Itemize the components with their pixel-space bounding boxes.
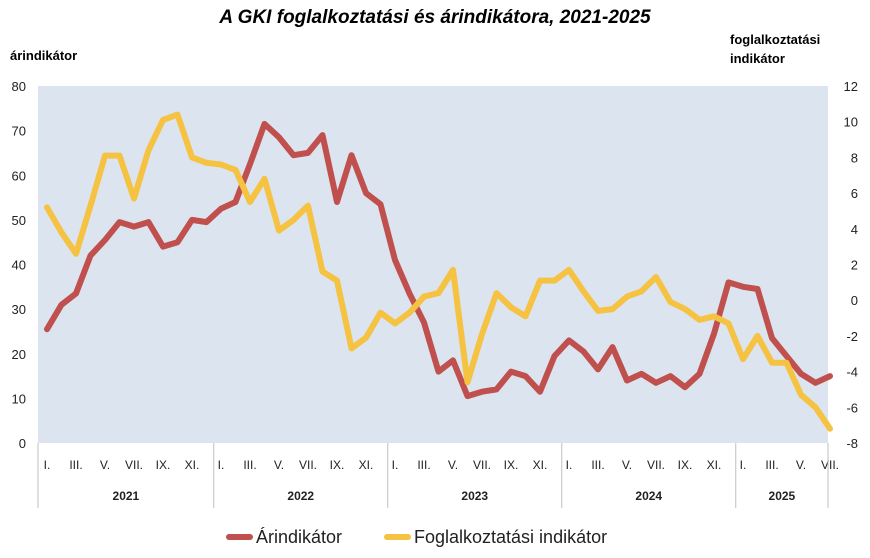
left-tick-label: 30 [12,302,26,317]
x-tick-label: I. [44,458,51,472]
left-tick-label: 50 [12,213,26,228]
x-tick-label: III. [765,458,778,472]
right-tick-label: -4 [846,365,858,380]
right-axis-title-line-1: foglalkoztatási [730,32,820,47]
right-tick-label: -2 [846,329,858,344]
x-tick-label: III. [417,458,430,472]
right-tick-label: 12 [844,79,858,94]
right-tick-label: 10 [844,115,858,130]
plot-area [38,86,828,443]
x-tick-label: VII. [299,458,317,472]
x-tick-label: V. [100,458,110,472]
x-tick-label: IX. [330,458,345,472]
x-tick-label: I. [392,458,399,472]
x-tick-label: IX. [504,458,519,472]
x-tick-label: IX. [678,458,693,472]
year-label: 2021 [113,489,140,503]
left-tick-label: 20 [12,347,26,362]
year-label: 2023 [461,489,488,503]
series-line-foglalkoztatasi [44,111,833,432]
left-tick-label: 40 [12,258,26,273]
x-tick-label: VII. [821,458,839,472]
x-tick-label: XI. [359,458,374,472]
x-tick-label: XI. [185,458,200,472]
right-tick-label: -6 [846,400,858,415]
x-tick-label: XI. [707,458,722,472]
chart-title: A GKI foglalkoztatási és árindikátora, 2… [218,7,651,28]
x-tick-label: III. [69,458,82,472]
legend-label-arindikator: Árindikátor [256,527,342,547]
right-tick-label: -8 [846,436,858,451]
x-tick-label: III. [243,458,256,472]
x-tick-label: VII. [125,458,143,472]
left-tick-label: 80 [12,79,26,94]
x-tick-label: XI. [533,458,548,472]
legend-label-foglalkoztatasi: Foglalkoztatási indikátor [414,527,607,547]
x-tick-label: V. [274,458,284,472]
x-tick-label: I. [566,458,573,472]
right-tick-label: 6 [851,186,858,201]
x-tick-label: III. [591,458,604,472]
x-tick-label: V. [622,458,632,472]
right-tick-label: 0 [851,293,858,308]
year-label: 2025 [769,489,796,503]
x-tick-label: I. [740,458,747,472]
x-tick-label: V. [448,458,458,472]
year-label: 2024 [635,489,662,503]
left-tick-label: 10 [12,391,26,406]
left-tick-label: 60 [12,168,26,183]
right-axis-ticks: -8 -6 -4 -2 0 2 4 6 8 10 12 [844,79,858,451]
right-tick-label: 8 [851,150,858,165]
year-label: 2022 [287,489,314,503]
x-tick-label: VII. [647,458,665,472]
left-tick-label: 0 [19,436,26,451]
x-tick-label: IX. [156,458,171,472]
x-tick-label: I. [218,458,225,472]
x-tick-label: VII. [473,458,491,472]
left-axis-ticks: 0 10 20 30 40 50 60 70 80 [12,79,26,451]
right-axis-title-line-2: indikátor [730,51,785,66]
series-lines [44,111,833,432]
right-tick-label: 2 [851,258,858,273]
x-tick-label: V. [796,458,806,472]
x-axis: I. III. V. VII. IX. XI. I. III. V. VII. IX. XI. I. II… [37,443,839,508]
series-line-arindikator [44,120,833,400]
right-tick-label: 4 [851,222,858,237]
left-tick-label: 70 [12,124,26,139]
legend: Árindikátor Foglalkoztatási indikátor [226,527,607,547]
left-axis-title: árindikátor [10,48,77,63]
